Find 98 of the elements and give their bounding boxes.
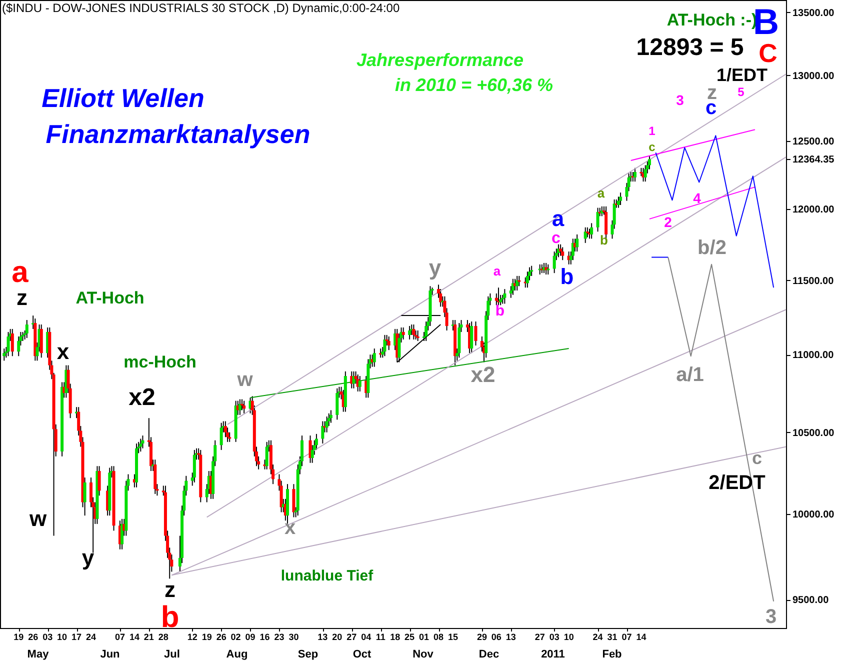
- x-tick-label: 02: [230, 632, 241, 642]
- annotation: in 2010 = +60,36 %: [394, 75, 554, 95]
- text: Oct: [352, 648, 372, 660]
- x-tick-label: 12: [187, 632, 198, 642]
- text: Jul: [164, 648, 180, 660]
- x-tick-label: 28: [158, 632, 168, 642]
- x-tick-label: 13: [506, 632, 516, 642]
- x-tick-label: 03: [549, 632, 560, 642]
- annotation: a: [597, 186, 605, 200]
- text: Sep: [298, 648, 318, 660]
- annotation: 3: [676, 92, 684, 108]
- x-tick-label: 26: [28, 632, 38, 642]
- x-tick-label: 19: [14, 632, 24, 642]
- x-tick-label: 06: [491, 632, 502, 642]
- annotation: 2: [664, 214, 672, 230]
- annotation: x2: [470, 362, 496, 387]
- x-tick-label: 20: [332, 632, 342, 642]
- annotation: w: [237, 369, 253, 391]
- annotation: b: [160, 601, 180, 634]
- y-tick-label: 9500.00: [792, 595, 830, 606]
- x-tick-label: 29: [476, 632, 487, 642]
- text: Jun: [100, 648, 120, 660]
- x-tick-label: 09: [245, 632, 256, 642]
- annotation: Jahresperformance: [356, 50, 524, 70]
- annotation: y: [428, 255, 442, 280]
- x-tick-label: 21: [144, 632, 154, 642]
- x-tick-label: 25: [404, 632, 415, 642]
- annotation: c: [552, 230, 560, 247]
- x-tick-label: 30: [288, 632, 299, 642]
- annotation: mc-Hoch: [124, 352, 196, 372]
- annotation: lunablue Tief: [280, 568, 374, 584]
- x-tick-label: 07: [114, 632, 125, 642]
- x-tick-label: 31: [607, 632, 618, 642]
- x-tick-label: 10: [564, 632, 574, 642]
- annotation: y: [82, 545, 94, 570]
- text: Nov: [412, 648, 434, 660]
- annotation: Elliott Wellen: [42, 83, 204, 113]
- annotation: 1/EDT: [716, 65, 768, 85]
- y-tick-label: 10500.00: [792, 428, 835, 439]
- x-tick-label: 15: [448, 632, 458, 642]
- x-tick-label: 14: [636, 632, 646, 642]
- annotation: Finanzmarktanalysen: [46, 119, 310, 149]
- x-tick-label: 26: [216, 632, 226, 642]
- annotation: b: [560, 264, 574, 289]
- y-tick-label: 10000.00: [792, 509, 835, 520]
- annotation: a: [493, 264, 501, 278]
- x-tick-label: 24: [592, 632, 603, 642]
- text: Aug: [226, 648, 248, 660]
- x-tick-label: 10: [57, 632, 68, 642]
- x-tick-label: 13: [318, 632, 328, 642]
- annotation: b/2: [698, 237, 726, 259]
- annotation: b: [495, 302, 505, 320]
- x-tick-label: 17: [72, 632, 82, 642]
- annotation: 4: [693, 190, 701, 206]
- annotation: w: [29, 506, 47, 531]
- annotation: x2: [128, 384, 156, 411]
- annotation: x: [56, 339, 70, 364]
- annotation: c: [752, 448, 762, 468]
- annotation: a/1: [676, 364, 704, 386]
- annotation: 2/EDT: [708, 472, 766, 494]
- text: 2011: [541, 648, 565, 660]
- annotation: 3: [765, 606, 777, 628]
- x-tick-label: 07: [622, 632, 632, 642]
- annotation: 5: [738, 85, 744, 99]
- annotation: b: [600, 232, 608, 248]
- x-tick-label: 27: [346, 632, 357, 642]
- y-tick-label: 13500.00: [792, 8, 835, 19]
- annotation: AT-Hoch: [76, 288, 144, 308]
- annotation: C: [758, 38, 778, 68]
- y-tick-label: 11000.00: [792, 350, 834, 362]
- annotation: 1: [648, 124, 656, 138]
- annotation: a: [552, 206, 564, 231]
- x-tick-label: 11: [376, 632, 386, 642]
- annotation: z: [707, 82, 717, 104]
- annotation: x: [284, 517, 296, 539]
- y-tick-label: 13000.00: [792, 70, 835, 82]
- annotation: z: [164, 577, 176, 602]
- annotation: 12893 = 5: [636, 34, 744, 61]
- x-tick-label: 03: [42, 632, 53, 642]
- text: May: [27, 648, 49, 660]
- x-tick-label: 01: [419, 632, 430, 642]
- x-tick-label: 24: [86, 632, 96, 642]
- x-tick-label: 23: [274, 632, 284, 642]
- y-tick-label: 12364.35: [792, 154, 835, 166]
- chart-title: ($INDU - DOW-JONES INDUSTRIALS 30 STOCK ,D) Dynamic,0:00-24:00: [2, 1, 400, 15]
- x-tick-label: 08: [433, 632, 444, 642]
- x-tick-label: 18: [390, 632, 400, 642]
- y-tick-label: 11500.00: [792, 276, 834, 287]
- x-tick-label: 14: [129, 632, 140, 642]
- annotation: c: [648, 140, 656, 154]
- x-tick-label: 27: [534, 632, 545, 642]
- x-tick-label: 04: [361, 632, 372, 642]
- y-tick-label: 12500.00: [792, 136, 835, 148]
- y-tick-label: 12000.00: [792, 204, 835, 216]
- text: Feb: [602, 648, 622, 660]
- x-tick-label: 19: [202, 632, 212, 642]
- text: Dec: [478, 648, 500, 660]
- x-tick-label: 16: [260, 632, 270, 642]
